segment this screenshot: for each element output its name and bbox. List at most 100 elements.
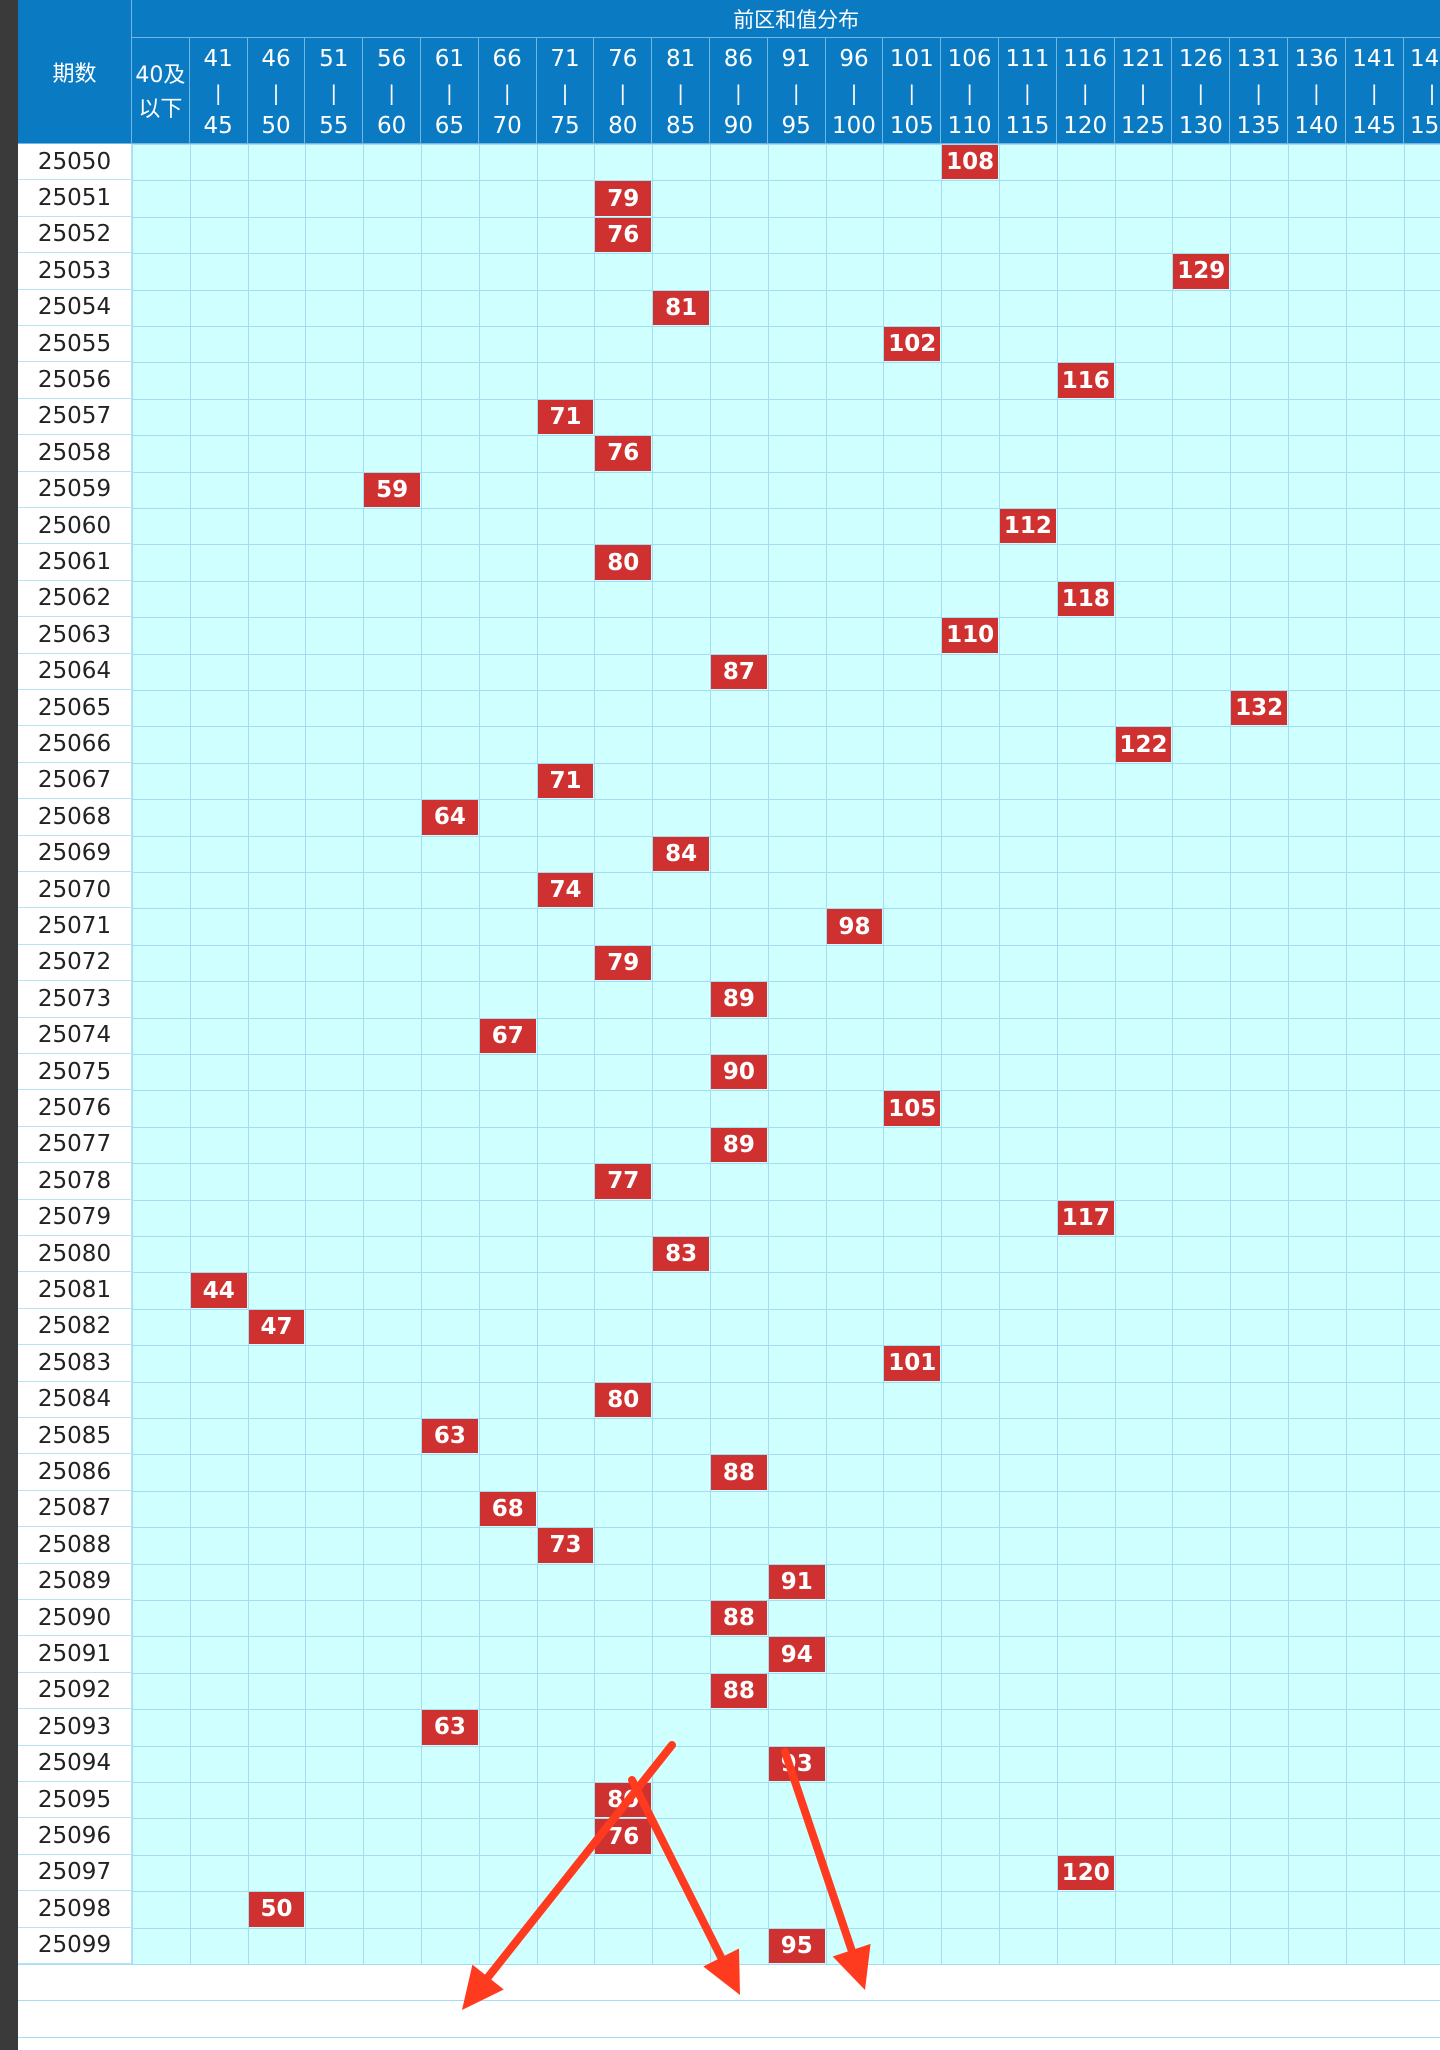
range-end: 85 [665,113,696,139]
period-cell: 25096 [18,1818,132,1855]
row-divider [18,1854,1440,1856]
range-header: 126 | 130 [1172,38,1231,144]
range-end: 125 [1121,113,1165,139]
range-separator: | [677,80,684,105]
range-header: 71 | 75 [536,38,595,144]
row-divider [18,908,1440,910]
row-divider [18,762,1440,764]
row-divider [18,1782,1440,1783]
column-divider [1114,144,1116,2050]
sum-value-badge: 89 [711,1127,767,1163]
range-header: 46 | 50 [247,38,306,144]
row-divider [18,580,1440,582]
period-cell: 25073 [18,981,132,1018]
empty-row [18,1965,1440,2001]
sum-value-badge: 81 [653,290,709,325]
period-cell: 25075 [18,1054,132,1091]
sum-value-badge: 120 [1057,1855,1114,1891]
period-cell: 25084 [18,1381,132,1418]
column-divider [1288,144,1289,2050]
range-separator: | [1197,80,1205,105]
period-cell: 25087 [18,1490,132,1528]
row-divider [18,544,1440,546]
range-header: 86 | 90 [710,38,768,144]
period-cell: 25056 [18,362,132,399]
sum-value-badge: 63 [422,1419,478,1454]
row-divider [18,1054,1440,1055]
row-divider [18,253,1440,255]
row-divider [18,2036,1440,2038]
sum-value-badge: 118 [1057,581,1114,617]
row-divider [18,1709,1440,1711]
sum-value-badge: 71 [537,763,594,799]
range-header: 76 | 80 [594,38,653,144]
range-separator: | [735,80,742,105]
range-start: 96 [839,46,869,72]
sum-value-badge: 79 [595,945,652,981]
row-divider [18,1891,1440,1893]
sum-value-badge: 110 [942,618,998,653]
period-cell: 25058 [18,435,132,472]
row-divider [18,362,1440,364]
sum-value-badge: 67 [479,1018,536,1053]
range-start: 56 [376,46,407,72]
row-divider [18,1636,1440,1638]
row-divider [18,1126,1440,1128]
row-divider [18,144,1440,145]
period-cell: 25074 [18,1017,132,1054]
row-divider [18,690,1440,691]
sum-value-badge: 101 [884,1346,941,1381]
row-divider [18,1345,1440,1347]
range-header: 136 | 140 [1288,38,1346,144]
row-divider [18,799,1440,801]
sum-value-badge: 47 [248,1309,305,1345]
range-end: 80 [608,113,638,139]
sum-value-badge: 132 [1231,691,1287,726]
period-cell: 25053 [18,253,132,290]
sum-value-badge: 76 [595,436,652,471]
range-header: 141 | 145 [1345,38,1404,144]
period-cell: 25062 [18,580,132,618]
sum-value-badge: 76 [595,1819,652,1854]
range-separator: | [1370,80,1378,105]
period-cell: 25061 [18,544,132,581]
sum-value-badge: 122 [1115,727,1172,762]
period-cell: 25064 [18,653,132,690]
range-start: 71 [550,46,580,72]
range-start: 91 [781,46,811,72]
period-cell: 25098 [18,1891,132,1928]
range-separator: | [850,80,858,105]
range-start: 141 [1352,46,1397,72]
range-header: 101 | 105 [883,38,942,144]
sum-value-badge: 74 [537,873,594,908]
column-divider [999,144,1000,2050]
period-cell: 25057 [18,398,132,436]
range-start: 46 [261,46,291,72]
row-divider [18,289,1440,291]
period-cell: 25059 [18,471,132,508]
sum-value-badge: 73 [537,1528,594,1563]
row-divider [18,1163,1440,1165]
column-divider [421,144,422,2050]
range-end: 150 [1410,113,1440,139]
sum-value-badge: 98 [826,909,883,944]
range-end: 130 [1178,113,1223,139]
range-start: 61 [434,46,465,72]
period-cell: 25097 [18,1854,132,1892]
period-cell: 25089 [18,1563,132,1600]
range-start: 146 [1410,46,1440,72]
sum-value-badge: 80 [595,1783,652,1818]
empty-row [18,2001,1440,2037]
range-start: 106 [947,46,992,72]
sum-value-badge: 83 [653,1237,709,1272]
row-divider [18,1090,1440,1092]
period-cell: 25052 [18,216,132,254]
range-end: 45 [203,113,233,139]
row-divider [18,1199,1440,1201]
period-cell: 25051 [18,180,132,217]
period-cell: 25095 [18,1782,132,1819]
range-separator: | [908,80,916,105]
range-header: 51 | 55 [305,38,364,144]
period-cell: 25081 [18,1272,132,1309]
range-header: 91 | 95 [767,38,826,144]
